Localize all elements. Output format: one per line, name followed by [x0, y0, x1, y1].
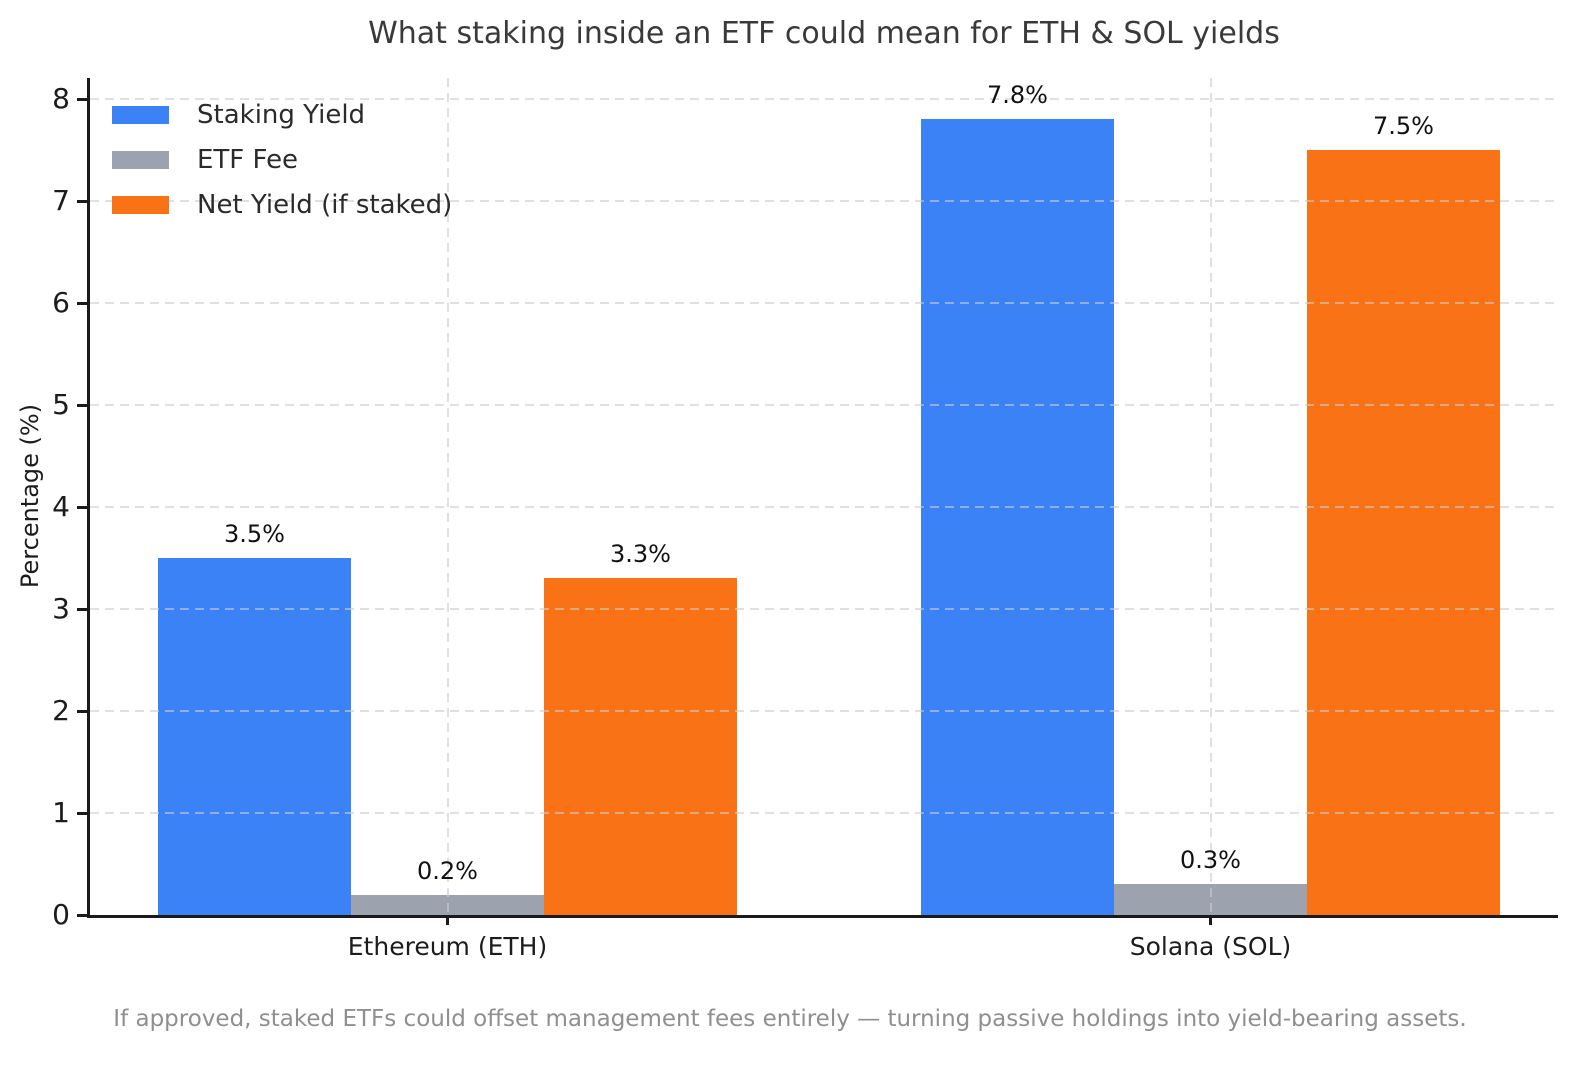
legend-item-net-yield-if-staked: Net Yield (if staked): [112, 190, 452, 220]
gridline-y-5: [90, 404, 1558, 406]
gridline-y-8: [90, 98, 1558, 100]
value-label-solana-sol-net-yield-if-staked: 7.5%: [1373, 112, 1434, 140]
gridline-x-ethereum-eth: [446, 78, 449, 915]
legend-item-etf-fee: ETF Fee: [112, 145, 452, 175]
legend-label-etf-fee: ETF Fee: [197, 145, 299, 175]
gridline-x-solana-sol: [1209, 78, 1212, 915]
x-tick-solana-sol: [1209, 915, 1212, 925]
y-tick-label-0: 0: [52, 898, 70, 931]
y-tick-6: [77, 301, 87, 305]
legend-swatch-etf-fee: [112, 151, 169, 169]
x-tick-ethereum-eth: [446, 915, 449, 925]
y-axis-spine: [87, 78, 90, 918]
legend-swatch-staking-yield: [112, 106, 169, 124]
x-tick-label-solana-sol: Solana (SOL): [1129, 932, 1292, 961]
y-tick-8: [77, 97, 87, 101]
y-tick-label-7: 7: [52, 184, 70, 217]
y-tick-label-6: 6: [52, 286, 70, 319]
gridline-y-2: [90, 710, 1558, 712]
y-tick-4: [77, 505, 87, 509]
value-label-solana-sol-etf-fee: 0.3%: [1180, 846, 1241, 875]
bar-ethereum-eth-staking-yield: [158, 558, 351, 915]
gridline-y-6: [90, 302, 1558, 304]
bar-solana-sol-net-yield-if-staked: [1307, 150, 1500, 915]
legend-label-net-yield-if-staked: Net Yield (if staked): [197, 190, 453, 220]
gridline-y-4: [90, 506, 1558, 508]
y-tick-0: [77, 913, 87, 917]
x-tick-label-ethereum-eth: Ethereum (ETH): [347, 932, 548, 961]
y-tick-label-4: 4: [52, 490, 70, 523]
y-tick-5: [77, 403, 87, 407]
legend: Staking Yield ETF Fee Net Yield (if staked…: [112, 100, 452, 235]
y-tick-3: [77, 607, 87, 611]
gridline-y-3: [90, 608, 1558, 610]
y-tick-label-1: 1: [52, 796, 70, 829]
y-tick-label-3: 3: [52, 592, 70, 625]
value-label-solana-sol-staking-yield: 7.8%: [987, 81, 1048, 110]
value-label-ethereum-eth-etf-fee: 0.2%: [417, 856, 478, 885]
x-axis-spine: [87, 915, 1558, 918]
bar-solana-sol-staking-yield: [921, 119, 1114, 915]
y-tick-label-5: 5: [52, 388, 70, 421]
legend-item-staking-yield: Staking Yield: [112, 100, 452, 130]
value-label-ethereum-eth-staking-yield: 3.5%: [224, 520, 285, 548]
y-tick-2: [77, 709, 87, 713]
legend-swatch-net-yield-if-staked: [112, 196, 169, 214]
y-tick-label-2: 2: [52, 694, 70, 727]
bar-ethereum-eth-net-yield-if-staked: [544, 578, 737, 915]
value-label-ethereum-eth-net-yield-if-staked: 3.3%: [610, 540, 671, 569]
gridline-y-1: [90, 812, 1558, 814]
plot-area: Staking Yield ETF Fee Net Yield (if staked…: [52, 78, 1558, 961]
y-tick-label-8: 8: [52, 82, 70, 115]
footnote-caption: If approved, staked ETFs could offset ma…: [113, 1006, 1467, 1032]
y-tick-1: [77, 811, 87, 815]
chart-title: What staking inside an ETF could mean fo…: [368, 16, 1280, 51]
y-tick-7: [77, 199, 87, 203]
gridline-y-7: [90, 200, 1558, 202]
legend-label-staking-yield: Staking Yield: [197, 100, 366, 130]
